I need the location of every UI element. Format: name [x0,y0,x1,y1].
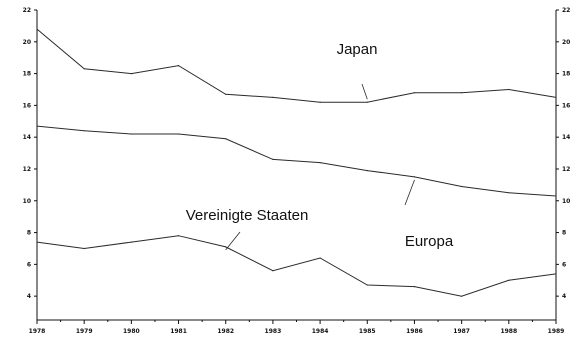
x-tick-label: 1984 [312,328,329,335]
data-point-europa [272,158,274,160]
data-point-europa [83,130,85,132]
x-tick-label: 1982 [217,328,234,335]
y-tick-label-right: 14 [562,134,570,141]
y-tick-label-left: 14 [23,134,31,141]
x-tick-label: 1986 [406,328,423,335]
y-tick-label-left: 12 [23,166,31,173]
y-tick-label-left: 20 [23,39,31,46]
y-tick-label-left: 8 [27,230,31,237]
data-point-japan [36,28,38,30]
y-tick-label-left: 4 [27,293,31,300]
x-tick-label: 1988 [500,328,517,335]
y-tick-label-left: 16 [23,102,31,109]
series-line-japan [36,28,557,103]
y-axis-left-ticks: 4 6 8 10 12 14 16 18 20 22 [23,7,37,300]
data-point-vereinigte-staaten [461,295,463,297]
data-point-vereinigte-staaten [83,247,85,250]
x-tick-label: 1980 [123,328,140,335]
y-tick-label-left: 6 [27,261,31,268]
data-point-vereinigte-staaten [225,246,227,248]
data-point-japan [461,92,463,94]
x-tick-label: 1983 [265,328,282,335]
y-tick-label-right: 8 [562,230,566,237]
data-point-vereinigte-staaten [36,241,38,243]
x-tick-label: 1987 [453,328,470,335]
data-point-europa [36,125,38,127]
x-axis-ticks: 1978 1979 1980 1981 1982 1983 1984 1985 1986 1987… [29,320,565,335]
annotations: Japan Europa Vereinigte Staaten [186,41,454,251]
annotation-leader-vereinigte-staaten [225,231,241,251]
data-point-japan [555,96,557,98]
data-point-japan [319,101,321,103]
annotation-leader-japan [361,83,368,100]
series-line-europa [36,125,557,197]
data-point-vereinigte-staaten [508,279,510,281]
data-point-japan [83,68,85,70]
data-point-japan [177,65,180,67]
data-point-vereinigte-staaten [177,235,180,237]
y-tick-label-left: 22 [23,7,31,14]
y-tick-label-right: 6 [562,261,566,268]
x-tick-label: 1981 [170,328,187,335]
series-lines [36,28,557,297]
x-tick-label: 1985 [359,328,376,335]
annotation-label-japan: Japan [337,41,378,58]
data-point-japan [508,88,510,91]
data-point-japan [366,101,368,103]
data-point-europa [225,138,227,140]
data-point-vereinigte-staaten [555,273,557,275]
data-point-europa [130,133,132,135]
annotation-leader-europa [404,179,415,206]
annotation-label-vereinigte-staaten: Vereinigte Staaten [186,207,309,224]
data-point-europa [508,192,510,194]
y-tick-label-right: 10 [562,198,570,205]
x-tick-label: 1979 [76,328,93,335]
data-point-japan [272,96,274,98]
y-tick-label-right: 20 [562,39,570,46]
data-point-vereinigte-staaten [272,270,274,272]
data-point-europa [177,133,180,135]
x-tick-label: 1989 [548,328,565,335]
y-tick-label-left: 10 [23,198,31,205]
y-tick-label-right: 4 [562,293,566,300]
chart-axes [36,10,557,321]
y-tick-label-right: 12 [562,166,570,173]
data-point-japan [130,73,132,75]
data-point-vereinigte-staaten [319,257,321,259]
data-point-europa [319,162,321,164]
data-point-vereinigte-staaten [366,284,368,286]
data-point-japan [413,92,416,94]
series-line-vereinigte-staaten [36,235,557,297]
x-tick-label: 1978 [29,328,46,335]
y-tick-label-right: 18 [562,71,570,78]
data-point-vereinigte-staaten [413,286,416,288]
y-tick-label-left: 18 [23,71,31,78]
y-axis-right-ticks: 4 6 8 10 12 14 16 18 20 22 [556,7,570,300]
y-tick-label-right: 22 [562,7,570,14]
data-point-vereinigte-staaten [130,241,132,243]
data-point-europa [555,195,557,197]
data-point-japan [225,93,227,95]
data-point-europa [461,185,463,188]
data-point-europa [413,176,416,178]
annotation-label-europa: Europa [405,233,454,250]
data-point-europa [366,170,368,172]
y-tick-label-right: 16 [562,102,570,109]
